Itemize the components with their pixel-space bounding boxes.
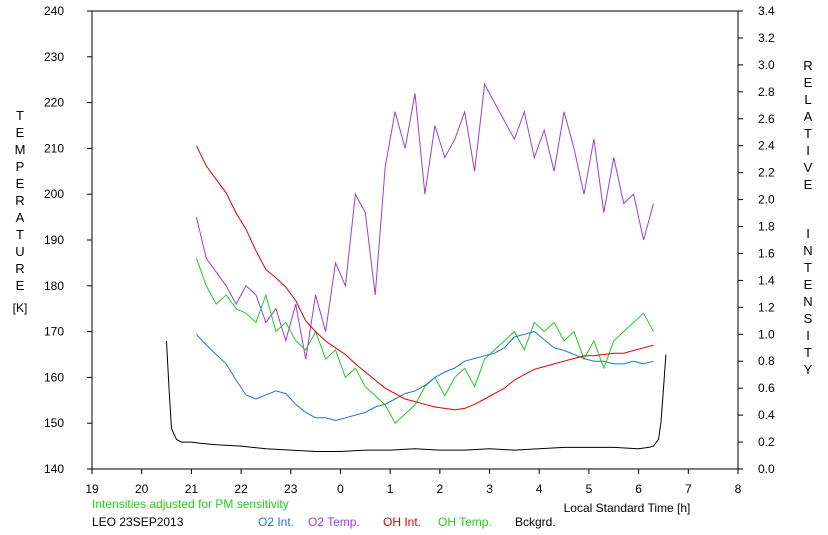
y-right-title-letter: V — [804, 160, 813, 175]
y-right-tick-label: 3.0 — [758, 58, 775, 72]
y-right-tick-label: 3.2 — [758, 31, 775, 45]
series-layer — [166, 82, 667, 452]
y-left-title-letter: T — [16, 227, 24, 242]
series-line-o2-temp — [195, 82, 654, 360]
y-right-tick-label: 0.2 — [758, 435, 775, 449]
y-left-title-letter: E — [16, 278, 25, 293]
y-right-tick-label: 1.8 — [758, 220, 775, 234]
pm-sensitivity-note: Intensities adjusted for PM sensitivity — [92, 497, 289, 511]
y-right-tick-label: 2.4 — [758, 139, 775, 153]
x-tick-label: 21 — [185, 482, 199, 496]
plot-area — [91, 10, 739, 470]
y-right-title-letter: I — [806, 328, 810, 343]
y-right-title-letter: N — [803, 243, 812, 258]
x-axis: 19 20 21 22 23 0 1 2 3 4 5 6 7 8 — [85, 469, 742, 496]
series-line-oh-int — [195, 145, 654, 411]
y-left-tick-label: 160 — [44, 370, 64, 384]
x-tick-label: 1 — [387, 482, 394, 496]
y-left-axis: 140 150 160 170 180 190 200 210 220 230 240 — [44, 4, 92, 476]
legend: O2 Int. O2 Temp. OH Int. OH Temp. Bckgrd. — [258, 515, 556, 529]
y-right-tick-label: 0.6 — [758, 381, 775, 395]
y-right-title-letter: A — [804, 109, 813, 124]
y-left-tick-label: 190 — [44, 233, 64, 247]
y-right-tick-label: 1.0 — [758, 327, 775, 341]
y-right-title-letter: S — [804, 311, 813, 326]
y-right-tick-label: 1.2 — [758, 300, 775, 314]
y-left-title-letter: E — [16, 176, 25, 191]
legend-item: O2 Int. — [258, 515, 294, 529]
y-right-title-letter: I — [806, 143, 810, 158]
legend-item: OH Temp. — [438, 515, 492, 529]
y-right-title-letter: T — [804, 260, 812, 275]
y-right-tick-label: 0.8 — [758, 354, 775, 368]
y-right-axis: 0.0 0.2 0.4 0.6 0.8 1.0 1.2 1.4 1.6 1.8 2.0 2.2 2.4 2… — [738, 4, 775, 476]
y-right-tick-label: 2.2 — [758, 166, 775, 180]
x-tick-label: 20 — [135, 482, 149, 496]
x-tick-label: 0 — [337, 482, 344, 496]
x-tick-label: 7 — [685, 482, 692, 496]
y-left-tick-label: 210 — [44, 141, 64, 155]
y-right-title-letter: T — [804, 345, 812, 360]
x-tick-label: 4 — [536, 482, 543, 496]
legend-item: Bckgrd. — [515, 515, 556, 529]
x-tick-label: 6 — [635, 482, 642, 496]
y-left-tick-label: 200 — [44, 187, 64, 201]
x-tick-label: 23 — [284, 482, 298, 496]
y-right-tick-label: 2.0 — [758, 193, 775, 207]
y-right-title-letter: E — [804, 177, 813, 192]
y-right-tick-label: 1.6 — [758, 246, 775, 260]
station-date: LEO 23SEP2013 — [92, 515, 184, 529]
y-left-tick-label: 220 — [44, 96, 64, 110]
y-left-tick-label: 180 — [44, 279, 64, 293]
y-right-title-letter: R — [803, 58, 812, 73]
y-right-title-letter: N — [803, 294, 812, 309]
x-tick-label: 2 — [437, 482, 444, 496]
y-right-tick-label: 1.4 — [758, 273, 775, 287]
y-left-tick-label: 150 — [44, 416, 64, 430]
x-axis-title: Local Standard Time [h] — [564, 501, 691, 515]
y-right-title-letter: E — [804, 277, 813, 292]
y-right-tick-label: 0.4 — [758, 408, 775, 422]
x-tick-label: 8 — [735, 482, 742, 496]
series-line-oh-temp — [195, 258, 654, 425]
x-tick-label: 22 — [234, 482, 248, 496]
y-right-tick-label: 0.0 — [758, 462, 775, 476]
y-left-tick-label: 140 — [44, 462, 64, 476]
y-left-title-letter: M — [15, 142, 26, 157]
y-right-tick-label: 2.6 — [758, 112, 775, 126]
y-right-title-letter: Y — [804, 362, 813, 377]
y-left-title-letter: A — [16, 210, 25, 225]
x-tick-label: 5 — [586, 482, 593, 496]
y-left-title-letter: U — [15, 244, 24, 259]
series-line-o2-int — [196, 331, 654, 422]
y-left-title-letter: R — [15, 193, 24, 208]
y-right-title-letter: L — [804, 92, 811, 107]
y-left-unit: [K] — [13, 301, 28, 315]
y-left-tick-label: 170 — [44, 325, 64, 339]
y-left-tick-label: 240 — [44, 4, 64, 18]
y-left-title-letter: R — [15, 261, 24, 276]
y-left-title-letter: P — [16, 159, 25, 174]
legend-item: OH Int. — [383, 515, 421, 529]
y-right-tick-label: 3.4 — [758, 4, 775, 18]
y-left-title-letter: T — [16, 108, 24, 123]
y-left-tick-label: 230 — [44, 50, 64, 64]
y-left-title-letter: E — [16, 125, 25, 140]
series-line-bckgrd — [166, 340, 667, 452]
legend-item: O2 Temp. — [308, 515, 360, 529]
x-tick-label: 3 — [486, 482, 493, 496]
y-right-title-letter: T — [804, 126, 812, 141]
x-tick-label: 19 — [85, 482, 99, 496]
y-right-tick-label: 2.8 — [758, 85, 775, 99]
y-right-title-letter: I — [806, 226, 810, 241]
y-right-title-letter: E — [804, 75, 813, 90]
